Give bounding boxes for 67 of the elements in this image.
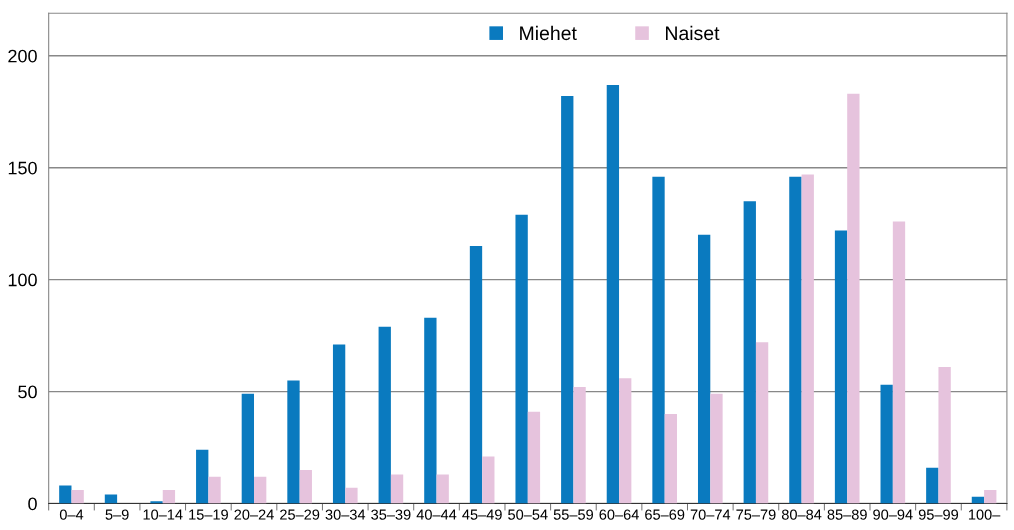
x-tick-label: 95–99 xyxy=(918,509,959,520)
bar xyxy=(573,387,586,504)
x-tick-label: 5–9 xyxy=(105,509,129,520)
x-tick-label: 40–44 xyxy=(416,509,457,520)
bar xyxy=(938,366,951,504)
bar xyxy=(150,501,163,504)
x-tick-label: 50–54 xyxy=(508,509,548,520)
x-tick-label: 25–29 xyxy=(280,509,320,520)
bar xyxy=(287,380,300,504)
bar xyxy=(378,326,391,504)
bar xyxy=(71,490,84,504)
legend-label: Miehet xyxy=(520,25,577,41)
bar xyxy=(847,93,860,504)
bar xyxy=(332,344,346,504)
x-tick-label: 100– xyxy=(968,509,1001,520)
bar xyxy=(664,413,677,504)
x-tick-label: 35–39 xyxy=(371,509,411,520)
bar xyxy=(606,84,620,504)
x-tick-label: 70–74 xyxy=(690,509,731,520)
bar xyxy=(59,485,72,504)
x-tick-label: 75–79 xyxy=(736,509,776,520)
x-tick-label: 55–59 xyxy=(553,509,593,520)
bar xyxy=(789,176,802,504)
bar xyxy=(390,474,404,504)
bar xyxy=(755,342,769,504)
x-tick-label: 80–84 xyxy=(781,509,822,520)
bar xyxy=(515,214,528,504)
bar xyxy=(345,487,358,504)
bar xyxy=(892,221,906,504)
y-tick-label: 100 xyxy=(8,273,37,287)
bar xyxy=(834,230,848,504)
bar xyxy=(162,490,176,504)
bar xyxy=(299,469,312,504)
bar xyxy=(436,474,449,504)
x-tick-label: 45–49 xyxy=(462,509,502,520)
bar xyxy=(652,176,665,504)
x-tick-label: 85–89 xyxy=(827,509,867,520)
bar xyxy=(984,490,997,504)
bar xyxy=(697,234,711,504)
bar xyxy=(619,378,632,504)
y-tick-label: 200 xyxy=(8,49,37,63)
bar xyxy=(254,476,267,504)
bar xyxy=(527,411,541,504)
y-tick-label: 50 xyxy=(18,385,37,399)
x-tick-label: 10–14 xyxy=(143,509,183,520)
bar xyxy=(424,317,437,504)
x-tick-label: 15–19 xyxy=(189,509,228,520)
bar xyxy=(561,96,574,504)
y-tick-label: 150 xyxy=(8,161,37,175)
bar xyxy=(801,174,814,504)
x-tick-label: 0–4 xyxy=(59,509,84,520)
bar xyxy=(208,476,221,504)
bar xyxy=(241,393,255,504)
legend-label: Naiset xyxy=(666,25,720,41)
bar xyxy=(880,384,893,504)
x-tick-label: 60–64 xyxy=(599,509,639,520)
bar xyxy=(196,449,209,504)
y-tick-label: 0 xyxy=(28,497,37,511)
bar xyxy=(743,201,756,504)
x-tick-label: 90–94 xyxy=(873,509,913,520)
x-tick-label: 20–24 xyxy=(234,509,274,520)
bar xyxy=(482,456,495,504)
x-tick-label: 65–69 xyxy=(645,509,685,520)
bar xyxy=(710,393,723,504)
bar xyxy=(926,467,939,504)
bar xyxy=(469,246,483,504)
x-tick-label: 30–34 xyxy=(325,509,366,520)
